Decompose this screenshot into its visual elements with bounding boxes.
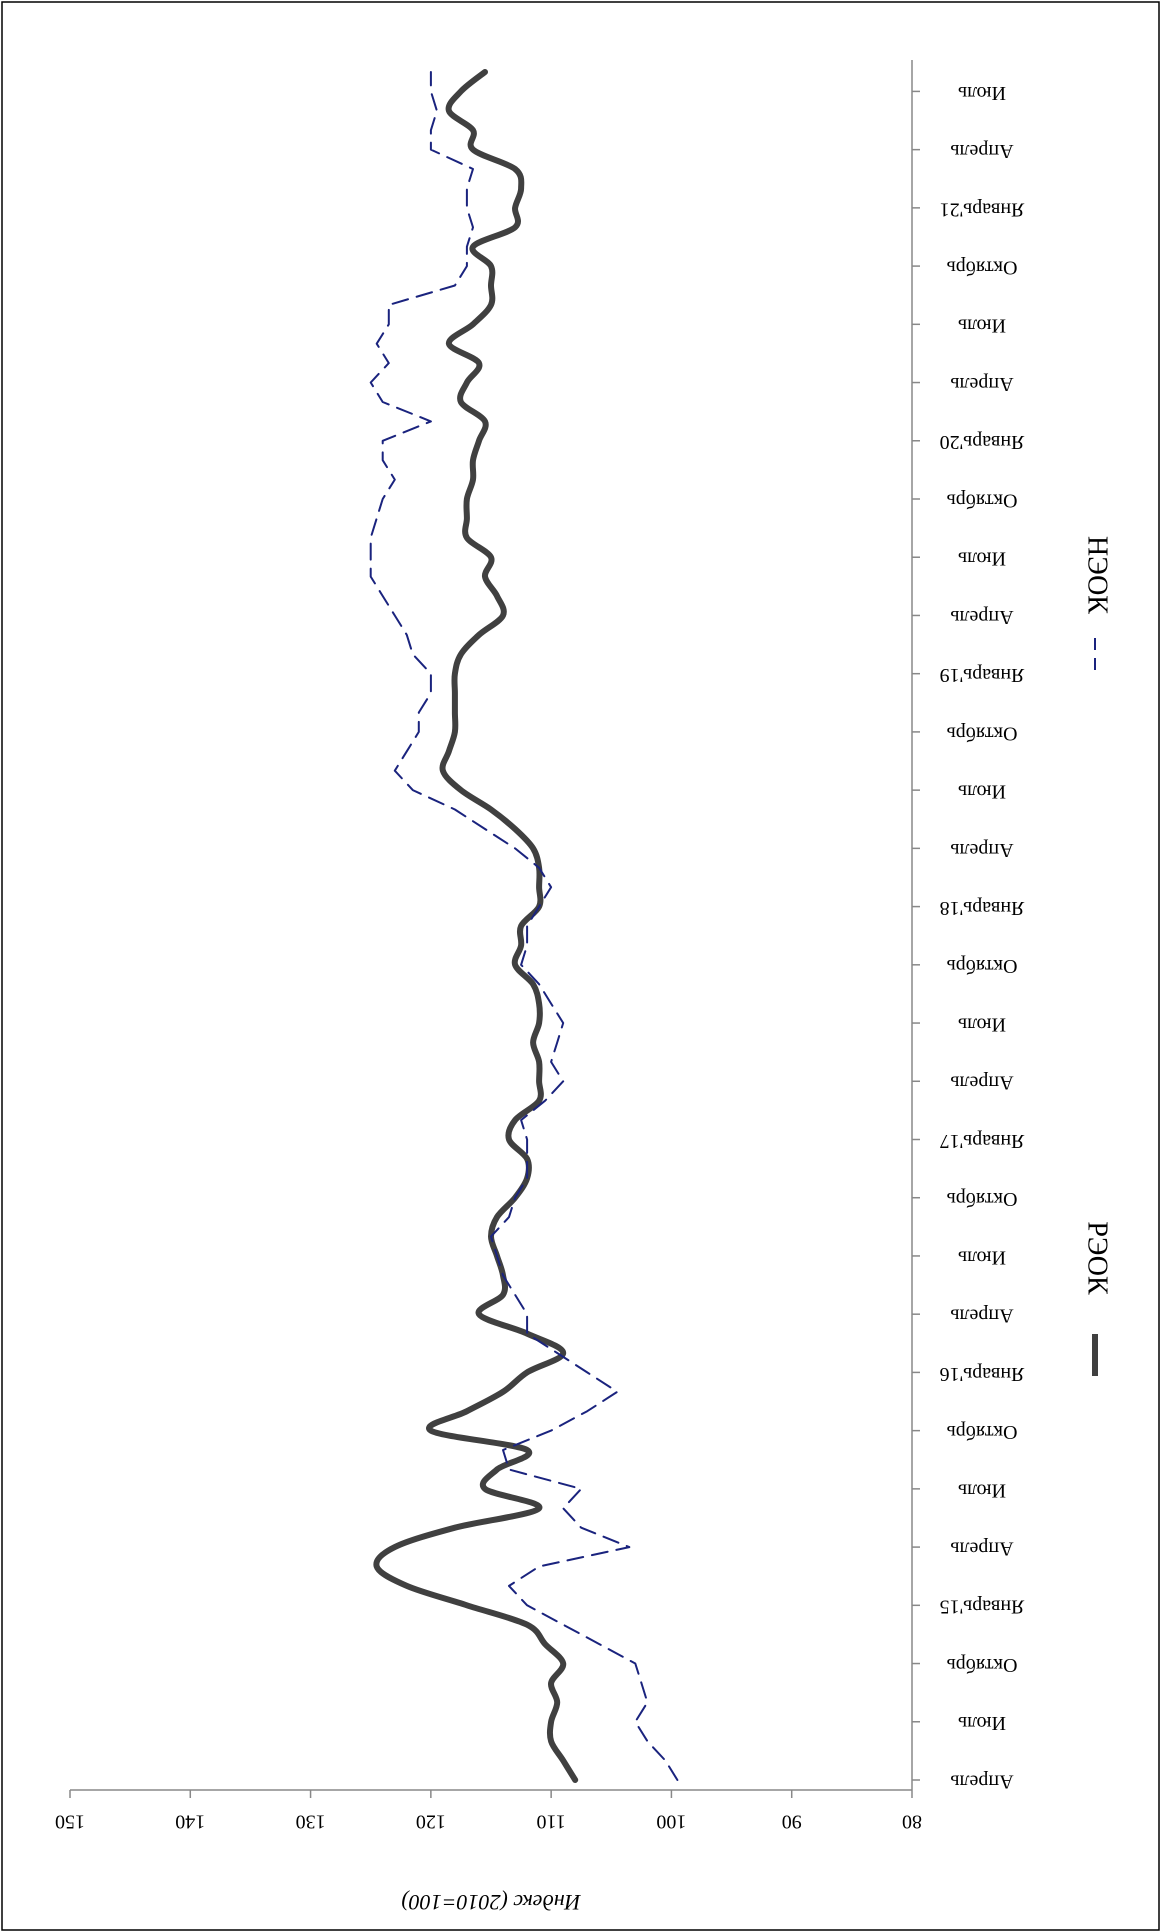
- data-series: [369, 69, 679, 1783]
- category-tick-label: Октябрь: [947, 722, 1018, 744]
- category-tick-label: Июль: [958, 1712, 1006, 1734]
- value-tick-label: 150: [55, 1810, 85, 1832]
- category-tick-label: Январь'21: [940, 198, 1025, 220]
- category-tick-label: Октябрь: [947, 955, 1018, 977]
- category-tick-label: Октябрь: [947, 489, 1018, 511]
- category-tick-label: Апрель: [950, 1537, 1013, 1559]
- value-tick-label: 100: [656, 1810, 686, 1832]
- category-tick-label: Январь'16: [940, 1363, 1025, 1385]
- value-tick-label: 80: [902, 1810, 922, 1832]
- y-axis-title: Индекс (2010=100): [401, 1890, 581, 1915]
- category-tick-label: Октябрь: [947, 256, 1018, 278]
- category-tick-label: Июль: [958, 1246, 1006, 1268]
- legend-label: НЭОК: [1082, 536, 1113, 614]
- value-tick-label: 90: [782, 1810, 802, 1832]
- category-tick-label: Октябрь: [947, 1188, 1018, 1210]
- category-tick-label: Июль: [958, 82, 1006, 104]
- category-tick-label: Январь'15: [940, 1596, 1025, 1618]
- value-tick-label: 120: [416, 1810, 446, 1832]
- category-tick-label: Апрель: [950, 373, 1013, 395]
- category-tick-label: Январь'20: [940, 431, 1025, 453]
- category-tick-label: Июль: [958, 315, 1006, 337]
- legend: РЭОК НЭОК: [1082, 536, 1113, 1376]
- category-tick-label: Октябрь: [947, 1654, 1018, 1676]
- category-tick-label: Апрель: [950, 839, 1013, 861]
- legend-label: РЭОК: [1082, 1221, 1113, 1295]
- category-tick-label: Январь'18: [940, 897, 1025, 919]
- value-tick-label: 140: [175, 1810, 205, 1832]
- series-line-neok: [369, 71, 679, 1781]
- category-tick-label: Январь'17: [940, 1130, 1025, 1152]
- category-tick-label: Июль: [958, 1479, 1006, 1501]
- category-tick-label: Январь'19: [940, 664, 1025, 686]
- category-tick-label: Апрель: [950, 1072, 1013, 1094]
- category-tick-label: Июль: [958, 781, 1006, 803]
- value-tick-label: 130: [296, 1810, 326, 1832]
- category-tick-label: Апрель: [950, 606, 1013, 628]
- series-line-reok: [373, 69, 579, 1783]
- axes: 80 90 100 110 120 130 140 150 Индекс (2010=100) А…: [55, 60, 1024, 1915]
- category-tick-label: Апрель: [950, 1305, 1013, 1327]
- category-tick-label: Июль: [958, 548, 1006, 570]
- category-tick-label: Июль: [958, 1013, 1006, 1035]
- category-tick-label: Апрель: [950, 140, 1013, 162]
- category-tick-label: Апрель: [950, 1770, 1013, 1792]
- category-tick-label: Октябрь: [947, 1421, 1018, 1443]
- value-tick-label: 110: [537, 1810, 566, 1832]
